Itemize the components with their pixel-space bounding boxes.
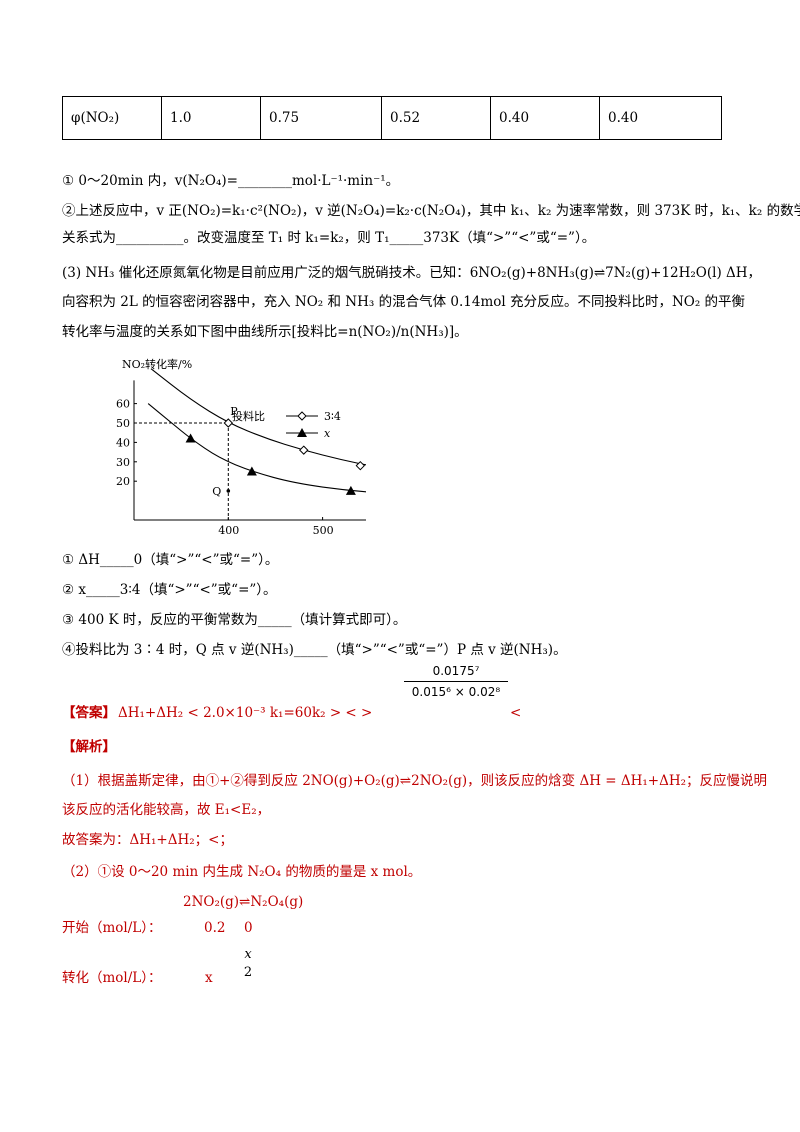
- y-tick-label: 40: [116, 436, 130, 449]
- analysis-line: （1）根据盖斯定律，由①+②得到反应 2NO(g)+O₂(g)⇌2NO₂(g)，…: [62, 773, 768, 789]
- table-cell: 0.75: [260, 96, 382, 140]
- question-line: ① 0～20min 内，v(N₂O₄)=________mol·L⁻¹·min⁻…: [62, 173, 400, 189]
- table-cell: 0.40: [599, 96, 722, 140]
- fraction-denominator: 2: [243, 965, 253, 980]
- legend-marker-3-4: [297, 411, 307, 421]
- change-label: 转化（mol/L）：: [62, 970, 162, 986]
- change-value: x: [205, 970, 213, 986]
- data-table: φ(NO₂) 1.0 0.75 0.52 0.40 0.40: [62, 96, 722, 140]
- question-line: (3) NH₃ 催化还原氮氧化物是目前应用广泛的烟气脱硝技术。已知：6NO₂(g…: [62, 265, 762, 281]
- question-line: 转化率与温度的关系如下图中曲线所示[投料比=n(NO₂)/n(NH₃)]。: [62, 324, 468, 340]
- data-point-3-4: [223, 418, 234, 428]
- analysis-label: 【解析】: [62, 739, 116, 755]
- sub-question: ④投料比为 3∶4 时，Q 点 v 逆(NH₃)_____（填“>”“<”或“=…: [62, 642, 567, 658]
- data-point-3-4: [299, 445, 309, 455]
- x-tick-label: 500: [313, 524, 334, 537]
- legend-title: 投料比: [232, 409, 265, 423]
- conversion-chart: NO₂转化率/%T/K2030405060400500600PQ投料比3∶4x: [116, 357, 366, 537]
- table-cell: 1.0: [161, 96, 261, 140]
- answer-label: 【答案】: [62, 705, 116, 721]
- change-fraction: x 2: [238, 946, 258, 982]
- table-cell: 0.52: [381, 96, 491, 140]
- start-label: 开始（mol/L）：: [62, 920, 162, 936]
- start-value: 0.2: [204, 920, 226, 936]
- fraction-numerator: 0.0175⁷: [404, 664, 508, 682]
- sub-question: ② x_____3∶4（填“>”“<”或“=”）。: [62, 582, 277, 598]
- legend-label-x: x: [324, 427, 331, 440]
- y-tick-label: 30: [116, 456, 130, 469]
- legend-label-3-4: 3∶4: [324, 410, 341, 423]
- table-row-label: φ(NO₂): [62, 96, 162, 140]
- data-point-3-4: [355, 460, 366, 471]
- x-tick-label: 400: [218, 524, 239, 537]
- question-line: ②上述反应中，v 正(NO₂)=k₁·c²(NO₂)，v 逆(N₂O₄)=k₂·…: [62, 203, 800, 219]
- point-label-p: P: [230, 405, 238, 418]
- legend-marker-x: [297, 428, 307, 437]
- question-line: 关系式为__________。改变温度至 T₁ 时 k₁=k₂，则 T₁____…: [62, 230, 596, 246]
- table-cell: 0.40: [490, 96, 600, 140]
- point-label-q: Q: [212, 485, 221, 498]
- answer-fraction: 0.0175⁷ 0.015⁶ × 0.02⁸: [404, 664, 508, 699]
- answer-tail: <: [510, 705, 522, 721]
- sub-question: ① ΔH_____0（填“>”“<”或“=”）。: [62, 552, 279, 568]
- analysis-line: 该反应的活化能较高，故 E₁<E₂，: [62, 802, 271, 818]
- question-line: 向容积为 2L 的恒容密闭容器中，充入 NO₂ 和 NH₃ 的混合气体 0.14…: [62, 294, 746, 310]
- analysis-equation: 2NO₂(g)⇌N₂O₄(g): [183, 894, 304, 910]
- sub-question: ③ 400 K 时，反应的平衡常数为_____（填计算式即可）。: [62, 612, 407, 628]
- point-q-dot: [226, 489, 231, 493]
- y-tick-label: 60: [116, 398, 130, 411]
- fraction-numerator: x: [244, 947, 252, 962]
- data-point-x: [185, 433, 196, 443]
- start-value: 0: [244, 920, 253, 936]
- analysis-line: （2）①设 0～20 min 内生成 N₂O₄ 的物质的量是 x mol。: [62, 864, 422, 880]
- data-point-x: [345, 485, 356, 495]
- data-point-x: [246, 466, 257, 476]
- answer-text: ΔH₁+ΔH₂ < 2.0×10⁻³ k₁=60k₂ > < >: [118, 705, 373, 721]
- table-row: φ(NO₂) 1.0 0.75 0.52 0.40 0.40: [62, 96, 722, 140]
- analysis-line: 故答案为：ΔH₁+ΔH₂；<；: [62, 832, 233, 848]
- y-axis-label: NO₂转化率/%: [122, 357, 192, 371]
- fraction-denominator: 0.015⁶ × 0.02⁸: [411, 685, 501, 699]
- y-tick-label: 50: [116, 417, 130, 430]
- y-tick-label: 20: [116, 475, 130, 488]
